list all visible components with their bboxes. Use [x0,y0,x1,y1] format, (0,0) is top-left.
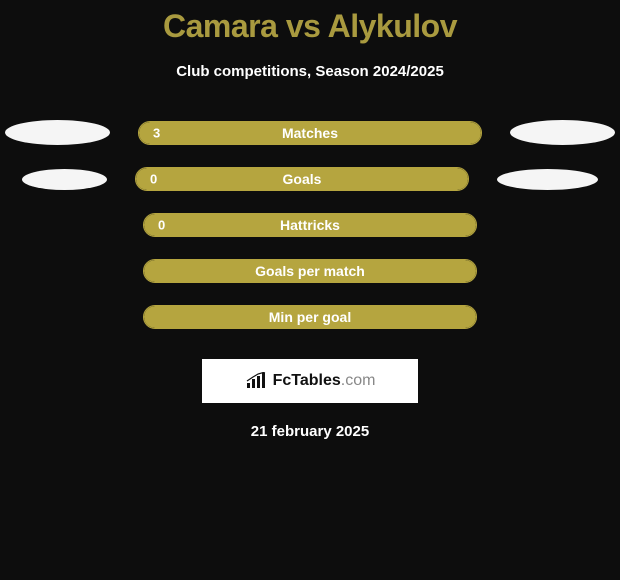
stat-label: Hattricks [144,217,476,233]
right-player-ellipse [510,120,615,145]
logo-brand-main: FcTables [273,372,341,389]
left-placeholder [25,317,115,318]
stat-bar: 3Matches [138,121,482,145]
stat-label: Goals per match [144,263,476,279]
stat-row: 0Goals [0,167,620,191]
right-placeholder [505,225,595,226]
stat-bar: 0Goals [135,167,469,191]
stat-row: 3Matches [0,120,620,145]
right-player-ellipse [497,169,598,190]
stat-row: Min per goal [0,305,620,329]
left-placeholder [25,225,115,226]
stat-rows: 3Matches 0Goals 0Hattricks Goals per match M… [0,120,620,329]
subtitle: Club competitions, Season 2024/2025 [0,63,620,80]
stat-label: Goals [136,171,468,187]
stats-card: Camara vs Alykulov Club competitions, Se… [0,0,620,440]
stat-bar: 0Hattricks [143,213,477,237]
stat-bar: Goals per match [143,259,477,283]
page-title: Camara vs Alykulov [0,8,620,45]
left-player-ellipse [5,120,110,145]
left-player-ellipse [22,169,107,190]
stat-label: Min per goal [144,309,476,325]
right-placeholder [505,271,595,272]
stat-label: Matches [139,125,481,141]
left-placeholder [25,271,115,272]
stat-row: Goals per match [0,259,620,283]
right-placeholder [505,317,595,318]
date-text: 21 february 2025 [0,423,620,440]
stat-row: 0Hattricks [0,213,620,237]
logo-box[interactable]: FcTables.com [202,359,418,403]
logo-text: FcTables.com [273,372,376,390]
stat-bar: Min per goal [143,305,477,329]
logo-brand-suffix: .com [341,372,376,389]
bar-chart-icon [245,372,267,390]
